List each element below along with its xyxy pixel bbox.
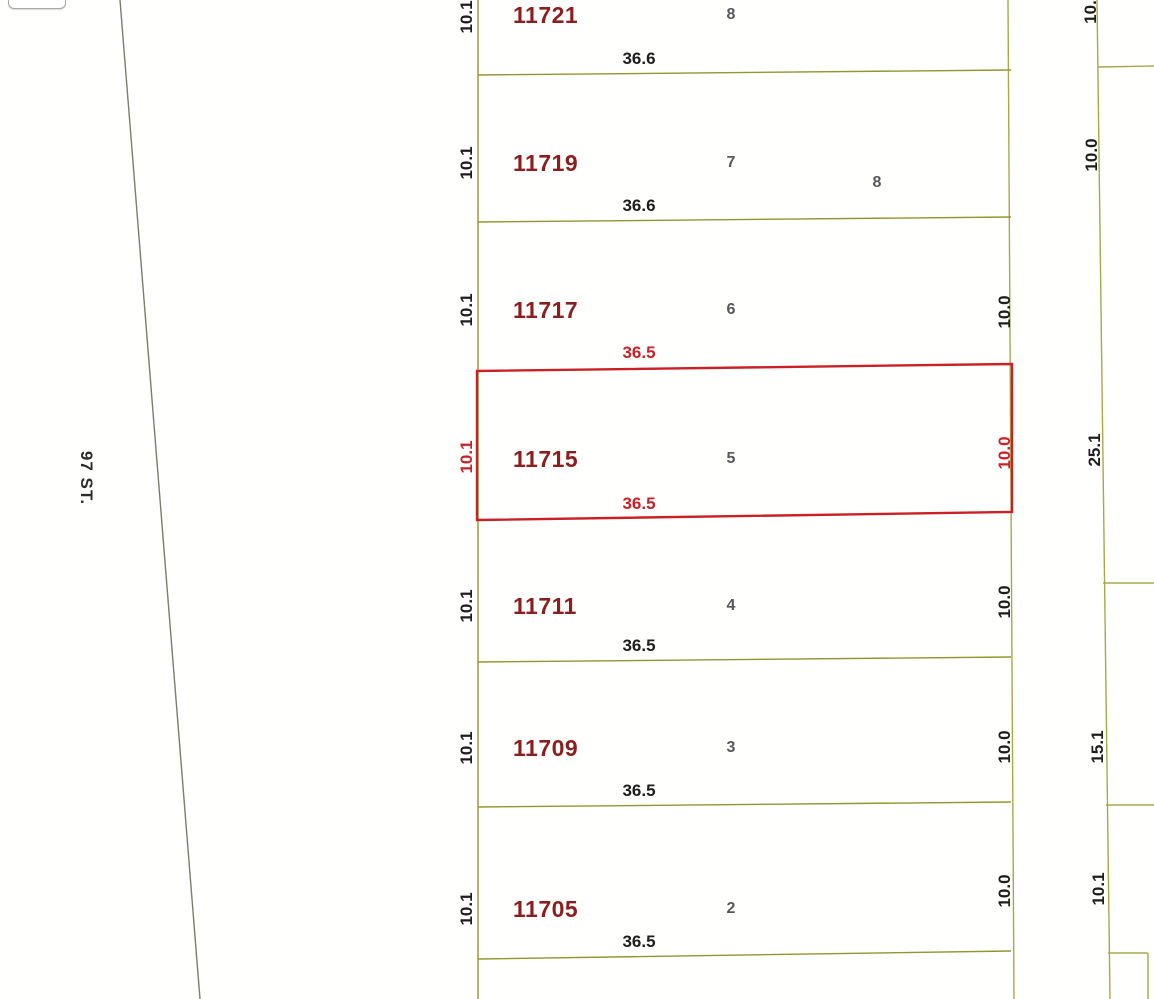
dimension-bottom: 36.5 — [622, 932, 656, 951]
dimension-left: 10.1 — [457, 293, 476, 327]
parcel-address: 11717 — [513, 297, 579, 323]
rear-dimension-label: 10.1 — [1089, 872, 1108, 906]
dimension-right: 10.0 — [995, 730, 1014, 764]
dimension-bottom: 36.5 — [622, 343, 656, 362]
parcel-11715-selected[interactable]: 11715 5 10.1 10.0 36.5 — [457, 366, 1014, 517]
dimension-bottom: 36.6 — [622, 196, 656, 215]
parcel-address: 11721 — [513, 2, 579, 28]
parcel-address: 11719 — [513, 150, 579, 176]
dimension-bottom: 36.5 — [622, 636, 656, 655]
lot-number: 6 — [726, 301, 736, 318]
dimension-right: 10.0 — [995, 436, 1014, 470]
parcel-address: 11705 — [513, 896, 579, 922]
dimension-bottom: 36.5 — [622, 494, 656, 513]
parcel-11705[interactable]: 11705 2 10.1 10.0 36.5 — [457, 804, 1014, 955]
lot-number: 3 — [726, 739, 736, 756]
rear-dimension-label: 25.1 — [1085, 433, 1104, 467]
selected-parcel-outline[interactable] — [475, 362, 1014, 522]
dimension-right: 10.0 — [995, 585, 1014, 619]
parcel-11709[interactable]: 11709 3 10.1 10.0 36.5 — [457, 659, 1014, 804]
parcel-11719[interactable]: 11719 7 10.1 36.6 — [457, 72, 1012, 219]
rear-lot-division-line — [1097, 65, 1154, 68]
rear-dimension-label: 10. — [1081, 0, 1100, 24]
rear-dimension-label: 10.0 — [1082, 138, 1101, 172]
street-name-label: 97 ST. — [77, 450, 96, 506]
rear-block-edge-line — [1096, 0, 1111, 999]
partial-toolbar-button[interactable] — [8, 0, 66, 9]
dimension-left: 10.1 — [457, 589, 476, 623]
lot-division-line — [477, 216, 1012, 223]
dimension-right: 10.0 — [995, 295, 1014, 329]
dimension-left: 10.1 — [457, 892, 476, 926]
lot-division-line — [477, 950, 1012, 960]
dimension-bottom: 36.5 — [622, 781, 656, 800]
parcel-address: 11715 — [513, 446, 579, 472]
parcel-11711[interactable]: 11711 4 10.1 10.0 36.5 — [457, 517, 1014, 659]
dimension-left: 10.1 — [457, 731, 476, 765]
lot-number: 8 — [726, 6, 736, 23]
dimension-left: 10.1 — [457, 440, 476, 474]
parcel-11721[interactable]: 11721 8 10.1 36.6 — [457, 0, 1012, 72]
lot-number: 5 — [726, 450, 736, 467]
lot-division-line — [477, 801, 1012, 808]
dimension-left: 10.1 — [457, 146, 476, 180]
street-line — [119, 0, 201, 999]
dimension-left: 10.1 — [457, 0, 476, 34]
parcel-11717[interactable]: 11717 6 10.1 10.0 36.5 — [457, 219, 1014, 366]
dimension-right: 10.0 — [995, 874, 1014, 908]
lot-number: 4 — [726, 597, 736, 614]
lot-number: 2 — [726, 900, 736, 917]
lot-number: 7 — [726, 154, 736, 171]
lot-division-line — [477, 656, 1012, 663]
adjacent-lot-number: 8 — [872, 174, 882, 191]
rear-dimension-label: 15.1 — [1088, 730, 1107, 764]
parcel-address: 11709 — [513, 735, 579, 761]
dimension-bottom: 36.6 — [622, 49, 656, 68]
parcel-address: 11711 — [513, 593, 577, 619]
lot-division-line — [477, 69, 1012, 76]
